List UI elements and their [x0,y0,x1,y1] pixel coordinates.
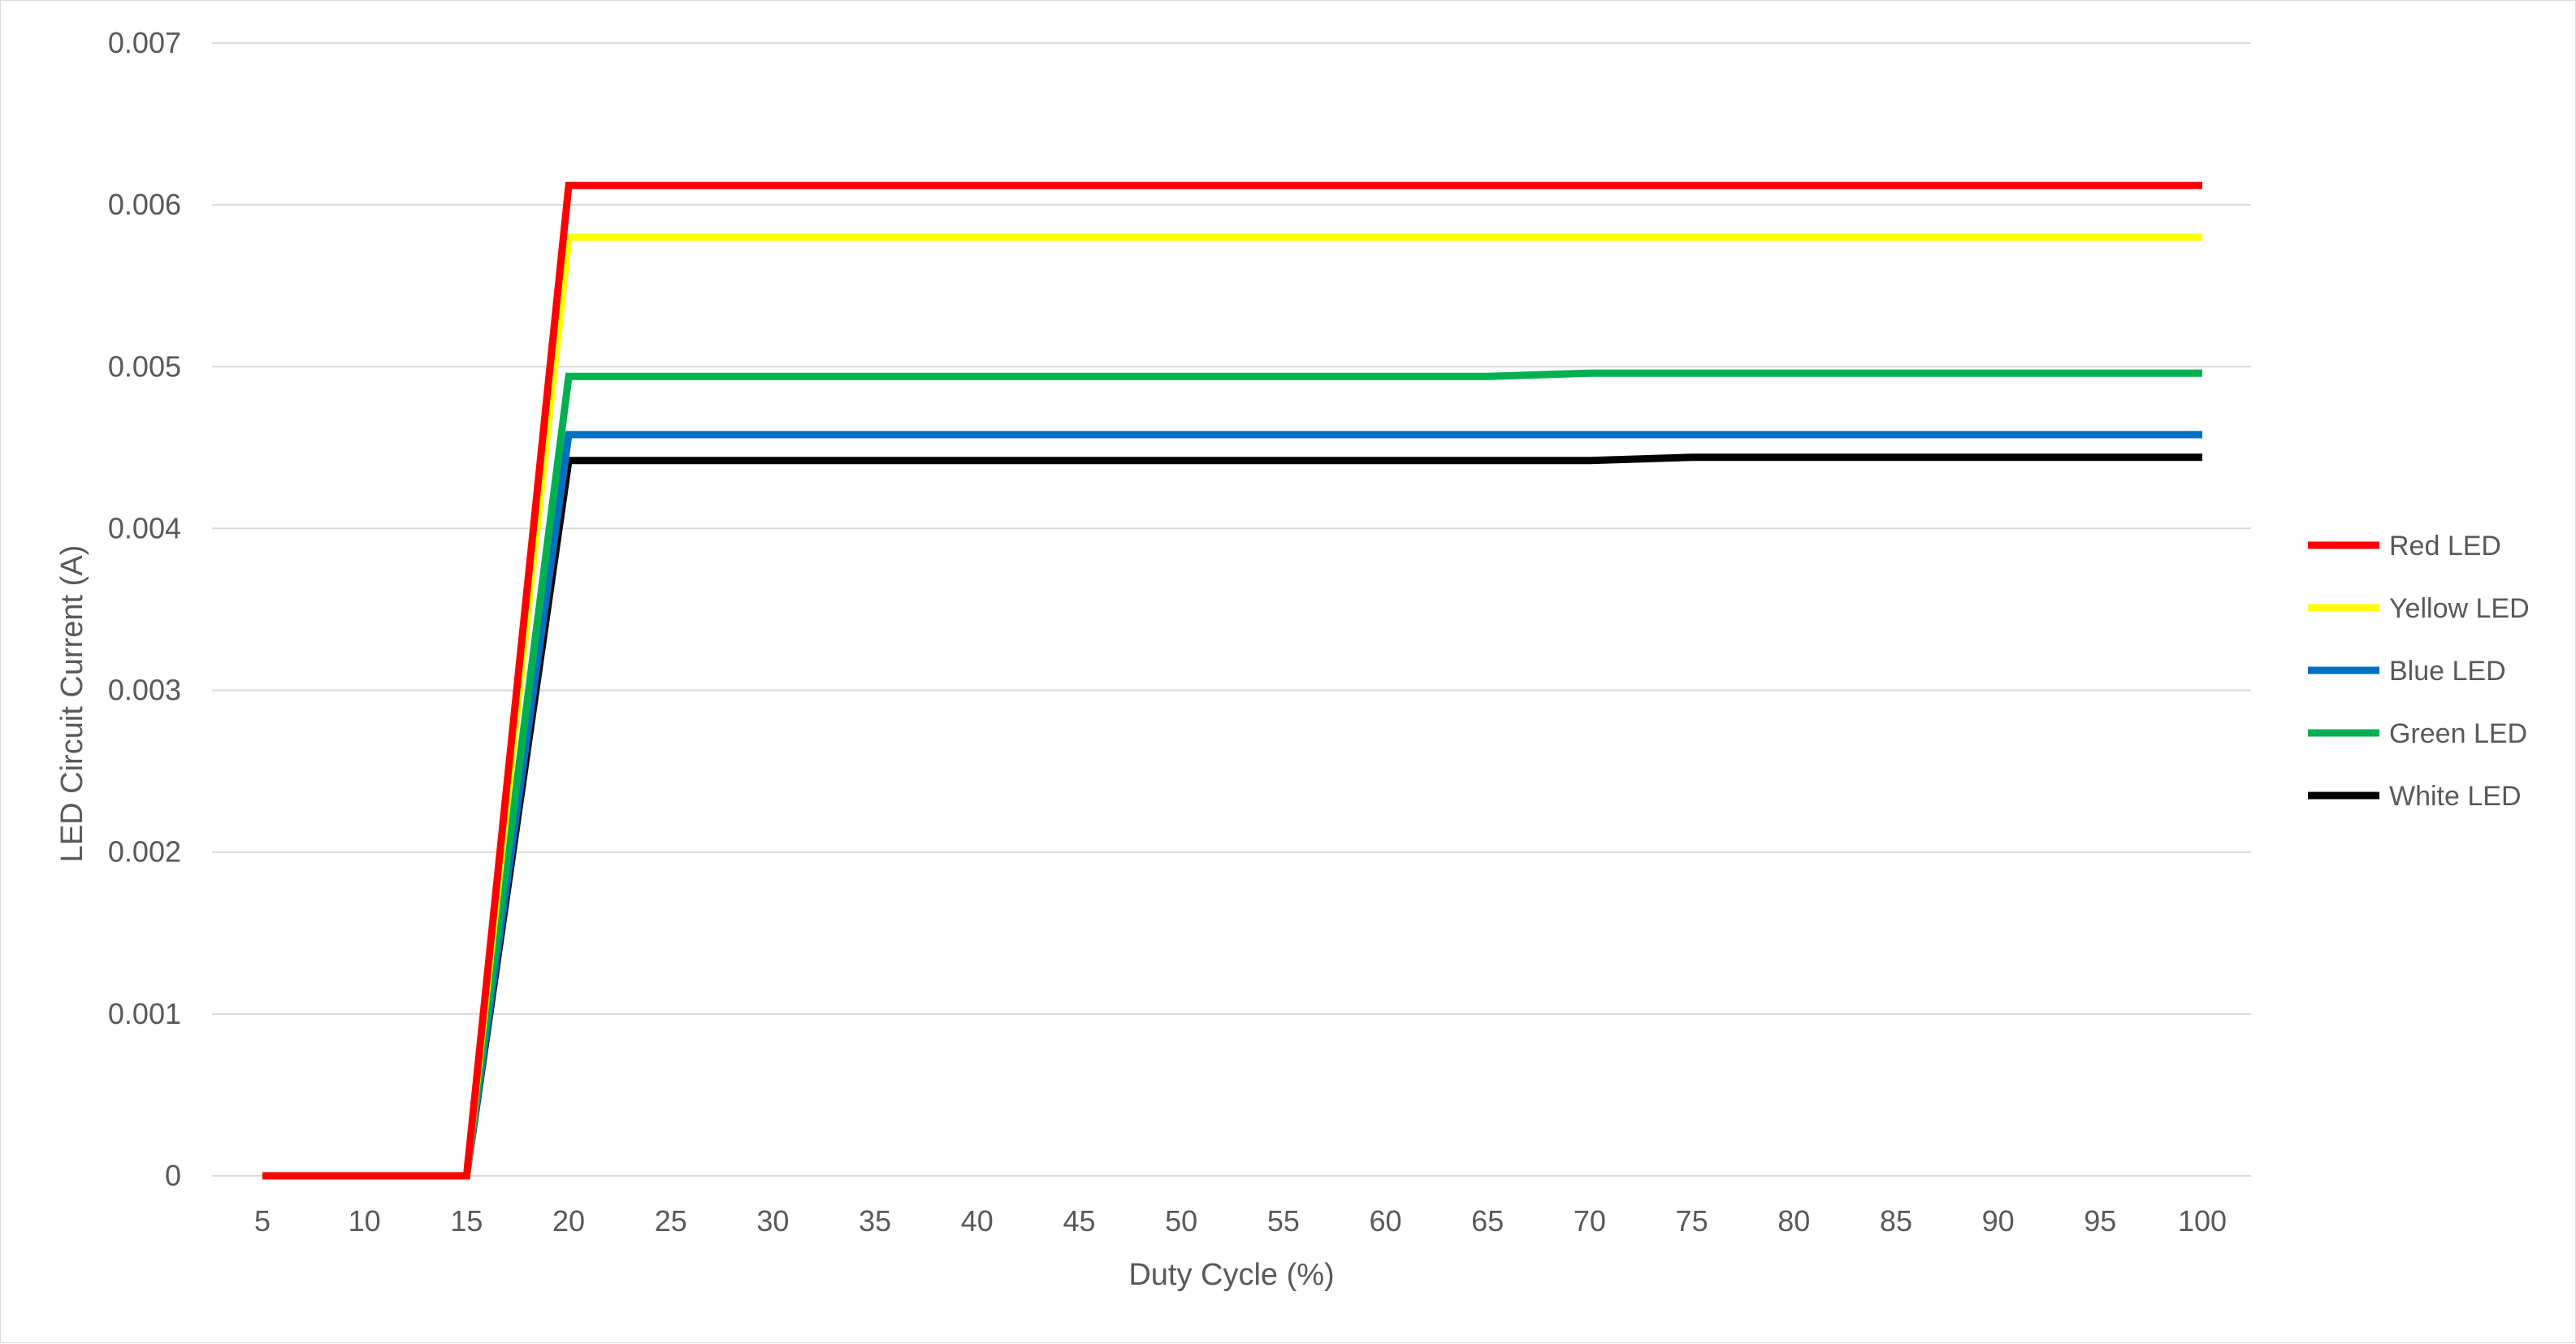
series-line-yellow-led [262,233,2202,1180]
legend-label: Blue LED [2389,656,2506,687]
x-tick-label: 55 [1267,1204,1300,1238]
x-tick-label: 35 [859,1204,891,1238]
y-axis-tick-labels: 0 0.001 0.002 0.003 0.004 0.005 0.006 0.007 [108,26,181,1192]
x-tick-label: 65 [1471,1204,1504,1238]
y-tick-label: 0 [165,1159,181,1192]
y-tick-label: 0.007 [108,26,181,59]
x-tick-label: 40 [961,1204,994,1238]
y-axis-title: LED Circuit Current (A) [55,545,89,863]
x-tick-label: 85 [1880,1204,1912,1238]
x-tick-label: 70 [1574,1204,1606,1238]
legend-item-red-led: Red LED [2308,531,2501,561]
legend-item-blue-led: Blue LED [2308,656,2506,687]
x-axis-title: Duty Cycle (%) [1128,1258,1334,1292]
x-tick-label: 100 [2178,1204,2227,1238]
y-tick-label: 0.006 [108,188,181,221]
y-tick-label: 0.002 [108,835,181,869]
series-line-green-led [262,369,2202,1180]
x-tick-label: 25 [655,1204,687,1238]
y-tick-label: 0.005 [108,349,181,383]
legend-label: Red LED [2389,531,2501,561]
legend-item-yellow-led: Yellow LED [2308,593,2530,624]
legend: Red LED Yellow LED Blue LED Green LED White … [2308,531,2530,812]
x-tick-label: 10 [349,1204,381,1238]
x-tick-label: 60 [1370,1204,1402,1238]
x-tick-label: 90 [1982,1204,2015,1238]
x-tick-label: 50 [1165,1204,1197,1238]
legend-item-white-led: White LED [2308,781,2522,812]
x-tick-label: 15 [450,1204,483,1238]
x-tick-label: 5 [254,1204,271,1238]
x-tick-label: 95 [2084,1204,2116,1238]
x-tick-label: 75 [1676,1204,1708,1238]
y-tick-label: 0.003 [108,674,181,707]
legend-label: Yellow LED [2389,593,2530,624]
x-tick-label: 80 [1777,1204,1810,1238]
x-tick-label: 30 [756,1204,789,1238]
x-tick-label: 20 [552,1204,585,1238]
legend-label: Green LED [2389,718,2527,749]
gridlines [212,42,2251,1177]
y-tick-label: 0.001 [108,997,181,1030]
series-line-red-led [262,181,2202,1180]
x-tick-label: 45 [1063,1204,1095,1238]
x-axis-tick-labels: 5 10 15 20 25 30 35 40 45 50 55 60 65 70 75 80 85 90 95 100 [254,1204,2227,1238]
legend-item-green-led: Green LED [2308,718,2527,749]
legend-label: White LED [2389,781,2522,812]
series-lines [262,181,2202,1180]
series-line-white-led [262,453,2202,1180]
y-tick-label: 0.004 [108,511,181,544]
series-line-blue-led [262,431,2202,1180]
